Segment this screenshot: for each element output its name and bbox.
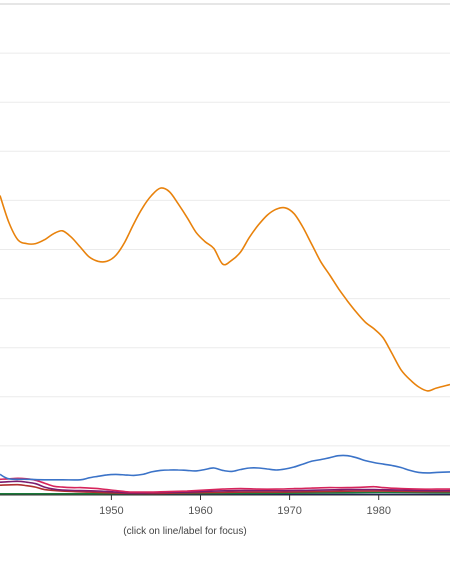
series-line-5[interactable] [0,491,450,495]
series-line-0[interactable] [0,187,450,392]
chart-series[interactable] [0,187,450,496]
series-line-1[interactable] [0,454,450,481]
series-line-4[interactable] [0,483,450,495]
x-tick-label: 1980 [366,505,390,517]
x-tick-label: 1970 [277,505,301,517]
x-tick-label: 1960 [188,505,212,517]
focus-hint-caption: (click on line/label for focus) [123,526,247,537]
line-chart: 1950 1960 1970 1980 [0,3,450,517]
x-tick-label: 1950 [99,505,123,517]
x-axis-ticks: 1950 1960 1970 1980 [99,495,391,517]
chart-gridlines [0,52,450,447]
series-line-2[interactable] [0,477,450,493]
